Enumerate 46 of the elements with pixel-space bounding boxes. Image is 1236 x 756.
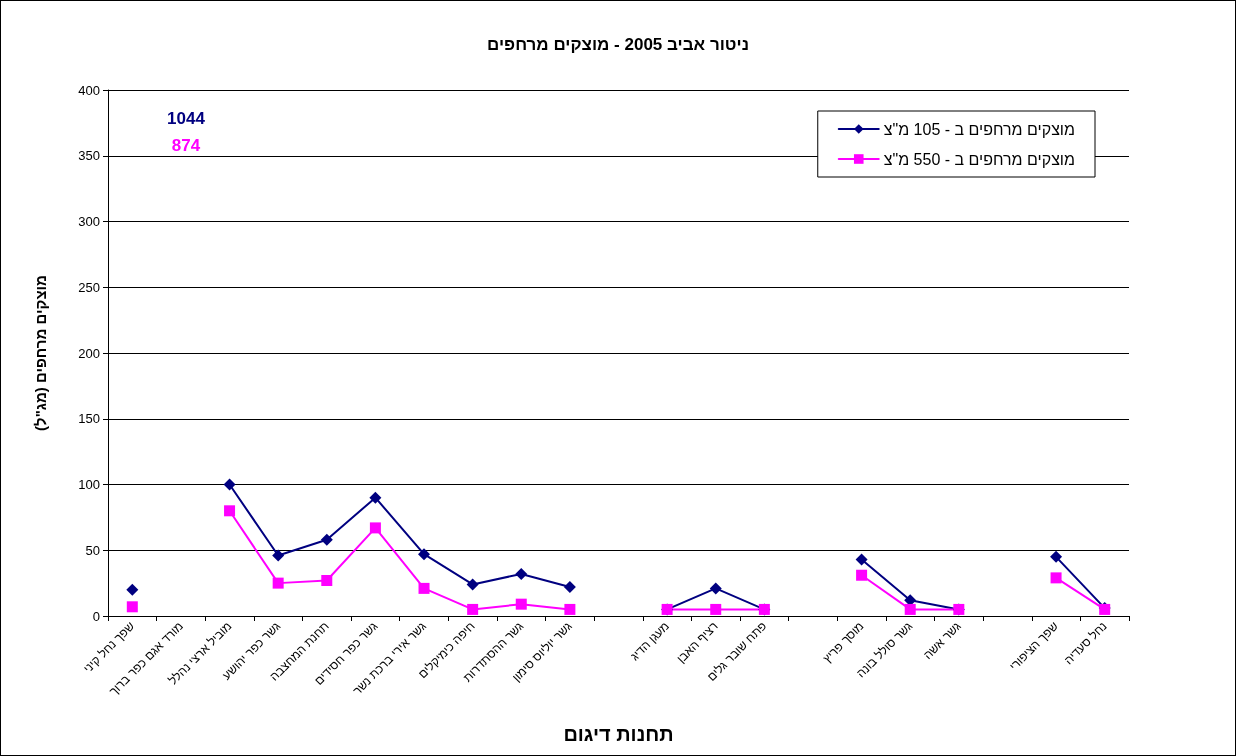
- point: [466, 578, 479, 591]
- x-tick-label: שפך הציפורי: [1006, 618, 1062, 674]
- point: [223, 478, 236, 491]
- point: [272, 577, 284, 589]
- point: [418, 582, 430, 594]
- point: [418, 548, 431, 561]
- y-tick-label: 100: [78, 477, 100, 492]
- y-tick-label: 150: [78, 411, 100, 427]
- point: [564, 603, 576, 615]
- point: [563, 581, 576, 594]
- point: [856, 569, 868, 581]
- point: [515, 598, 527, 610]
- x-tick-label: מוסך פריץ: [820, 619, 867, 666]
- x-tick-label: גשר אשה: [920, 619, 964, 663]
- point: [126, 601, 138, 613]
- point: [1050, 572, 1062, 584]
- y-tick-label: 50: [85, 542, 100, 558]
- annotation: 874: [171, 135, 201, 155]
- y-tick-label: 200: [78, 345, 100, 361]
- y-tick-label: 250: [78, 279, 100, 295]
- y-tick-label: 0: [92, 608, 100, 624]
- point: [710, 603, 722, 615]
- point: [1050, 550, 1063, 563]
- point: [369, 491, 382, 504]
- legend-label: מוצקים מרחפים ב - 105 מ"צ: [883, 120, 1076, 138]
- x-axis-title: תחנות דיגום: [563, 723, 674, 745]
- point: [126, 583, 139, 596]
- y-axis-title: מוצקים מרחפים (מג"ל): [32, 275, 49, 431]
- y-tick-label: 400: [78, 82, 100, 98]
- x-tick-label: מעגן הדיג: [627, 619, 673, 664]
- point: [709, 582, 722, 595]
- x-tick-label: נחל סעדיה: [1061, 619, 1110, 668]
- annotation: 1044: [167, 108, 206, 128]
- point: [224, 505, 236, 517]
- point: [272, 549, 285, 562]
- point: [855, 553, 868, 566]
- point: [515, 567, 528, 580]
- y-tick-label: 350: [78, 148, 100, 164]
- point: [467, 603, 479, 615]
- point: [321, 574, 333, 586]
- point: [369, 522, 381, 534]
- y-tick-label: 300: [78, 214, 100, 229]
- chart-title: ניטור אביב 2005 - מוצקים מרחפים: [487, 35, 749, 54]
- legend-label: מוצקים מרחפים ב - 550 מ"צ: [883, 150, 1076, 168]
- point: [904, 603, 916, 615]
- point: [320, 533, 333, 546]
